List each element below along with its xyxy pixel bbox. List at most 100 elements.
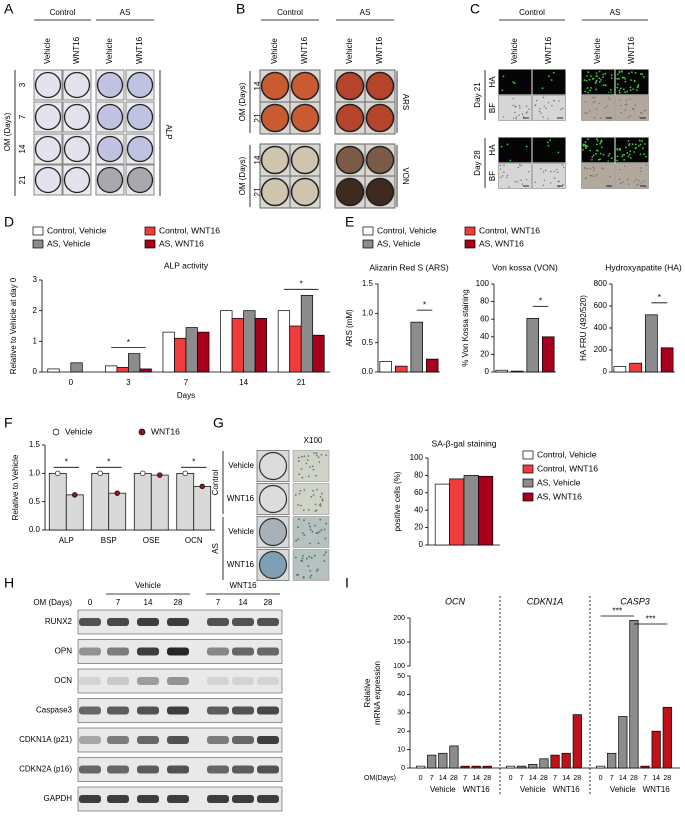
speckle <box>624 165 626 167</box>
speckle <box>622 88 625 91</box>
group-label: Control <box>50 8 76 17</box>
speckle <box>620 111 622 114</box>
speckle <box>547 144 550 147</box>
micrograph <box>532 69 566 95</box>
legend-swatch <box>522 492 534 502</box>
legend-label: Control, WNT16 <box>159 225 220 235</box>
speckle <box>642 75 645 78</box>
well <box>260 103 290 133</box>
cell <box>315 569 318 572</box>
speckle <box>518 164 521 166</box>
protein-label: OCN <box>54 676 72 685</box>
speckle <box>596 140 599 142</box>
y-tick-label: 1.5 <box>29 440 41 449</box>
legend-swatch <box>362 239 374 249</box>
speckle <box>595 149 598 152</box>
chart-title: Hydroxyapatite (HA) <box>605 262 682 272</box>
row-label: 14 <box>18 144 27 153</box>
y-tick-label: 0.0 <box>29 525 41 534</box>
speckle <box>618 89 621 92</box>
row-label: Vehicle <box>228 527 254 536</box>
y-tick-label: 60 <box>480 314 489 323</box>
x-tick-label: 7 <box>643 775 647 782</box>
speckle <box>616 149 619 151</box>
band <box>137 618 159 626</box>
speckle <box>585 79 588 82</box>
row-label: 21 <box>18 175 27 184</box>
speckle <box>602 153 605 156</box>
bar <box>176 472 195 531</box>
speckle <box>542 96 545 99</box>
x-tick-label: 21 <box>297 378 306 387</box>
speckle <box>635 89 638 92</box>
speckle <box>519 107 521 109</box>
row-title: OM (Days) <box>238 156 247 195</box>
group-label: AS <box>610 8 621 17</box>
speckle <box>626 90 629 93</box>
well <box>365 103 395 133</box>
legend-swatch <box>144 226 156 236</box>
lane-label: 0 <box>88 598 93 607</box>
speckle <box>545 107 547 109</box>
legend-swatch <box>522 478 534 488</box>
well <box>260 145 290 175</box>
speckle <box>586 75 588 77</box>
speckle <box>621 70 623 72</box>
group-title: OCN <box>445 596 466 606</box>
speckle <box>622 181 624 184</box>
bar <box>312 334 325 373</box>
y-tick-label: 100 <box>393 663 405 670</box>
speckle <box>590 86 593 89</box>
sig-label: * <box>192 457 196 467</box>
speckle <box>624 80 627 83</box>
speckle <box>619 87 622 90</box>
column-label: WNT16 <box>627 36 636 64</box>
legend-swatch <box>32 226 44 236</box>
legend-label: Control, Vehicle <box>537 449 597 459</box>
x-tick-label: OSE <box>143 536 160 545</box>
column-label: Vehicle <box>345 38 354 64</box>
speckle <box>592 101 595 103</box>
cell <box>308 522 311 525</box>
micrograph <box>615 163 649 189</box>
speckle <box>515 116 517 118</box>
sig-label: * <box>65 457 69 467</box>
row-title: OM (Days) <box>3 112 12 151</box>
cell <box>302 509 305 512</box>
cell <box>308 555 311 558</box>
speckle <box>596 75 599 78</box>
speckle <box>551 104 553 107</box>
speckle <box>514 180 516 183</box>
well <box>63 103 91 131</box>
speckle <box>635 146 637 149</box>
speckle <box>627 155 630 158</box>
speckle <box>542 171 545 173</box>
bar <box>395 365 408 373</box>
speckle <box>626 103 628 106</box>
speckle <box>638 116 641 119</box>
band <box>257 795 279 803</box>
y-tick-label: 600 <box>594 301 608 310</box>
y-tick-label: 150 <box>393 639 405 646</box>
cell <box>303 455 306 458</box>
bar <box>613 366 627 373</box>
well <box>126 135 154 163</box>
y-tick-label: 400 <box>594 323 608 332</box>
speckle <box>639 143 642 146</box>
legend-swatch <box>32 239 44 249</box>
sig-label: * <box>539 296 543 306</box>
well <box>260 177 290 207</box>
speckle <box>629 150 632 152</box>
speckle <box>599 152 602 155</box>
speckle <box>626 151 629 154</box>
cell <box>309 466 311 468</box>
speckle <box>592 166 594 169</box>
speckle <box>506 176 508 179</box>
speckle <box>601 146 603 149</box>
speckle <box>629 157 632 159</box>
y-tick-label: 40 <box>414 505 423 514</box>
speckle <box>534 181 536 184</box>
speckle <box>637 145 640 147</box>
speckle <box>503 164 505 166</box>
well <box>290 71 320 101</box>
